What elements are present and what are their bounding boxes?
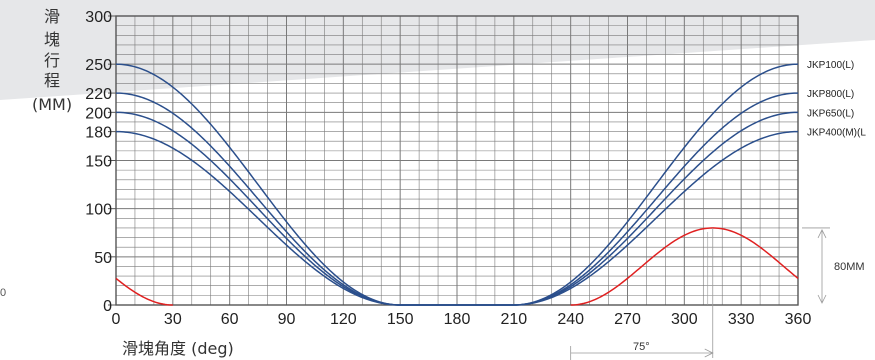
angle-label: 75° (633, 341, 650, 353)
x-tick-label: 210 (500, 311, 527, 328)
legend: JKP100(L) JKP800(L) JKP650(L) JKP400(M)(L (807, 60, 866, 138)
x-tick-label: 0 (112, 311, 121, 328)
legend-entry: JKP800(L) (807, 89, 854, 100)
x-tick-label: 270 (614, 311, 641, 328)
dimension-arrow (817, 294, 827, 304)
x-axis-label: 滑塊角度 (deg) (122, 339, 234, 358)
y-tick-label: 220 (85, 86, 112, 103)
series-line (115, 130, 799, 306)
y-tick-label: 250 (85, 57, 112, 74)
grid (115, 15, 799, 306)
x-tick-label: 30 (164, 311, 182, 328)
x-tick-label: 300 (671, 311, 698, 328)
y-axis-label-char: 行 (44, 51, 60, 70)
amplitude-label: 80MM (834, 261, 865, 273)
x-tick-label: 360 (785, 311, 812, 328)
angle-bracket-arrow (704, 348, 714, 358)
stray-zero-label: 0 (0, 287, 6, 299)
legend-entry: JKP400(M)(L (807, 128, 866, 139)
x-tick-label: 60 (221, 311, 239, 328)
legend-entry: JKP100(L) (807, 60, 854, 71)
y-tick-label: 100 (85, 202, 112, 219)
y-tick-label: 150 (85, 154, 112, 171)
red-series-line (115, 277, 173, 306)
x-tick-label: 180 (444, 311, 471, 328)
red-series-line (570, 227, 799, 306)
x-tick-label: 240 (557, 311, 584, 328)
x-tick-label: 330 (728, 311, 755, 328)
x-tick-label: 150 (387, 311, 414, 328)
y-axis-label-char: 塊 (44, 30, 60, 49)
background-band-shape (0, 0, 875, 100)
y-tick-label: 300 (85, 9, 112, 26)
x-tick-label: 90 (278, 311, 296, 328)
y-tick-label: 200 (85, 105, 112, 122)
x-tick-label: 120 (330, 311, 357, 328)
dimension-arrow (817, 229, 827, 239)
series (115, 63, 830, 360)
x-tick-labels: 0 30 60 90 120 150 180 210 240 270 300 330 360 (112, 311, 812, 328)
legend-entry: JKP650(L) (807, 108, 854, 119)
y-axis-label-char: 滑 (44, 7, 60, 26)
y-tick-label: 50 (94, 250, 112, 267)
y-tick-label: 0 (103, 298, 112, 315)
y-tick-label: 180 (85, 125, 112, 142)
y-axis-unit-label: (MM) (32, 95, 72, 114)
y-tick-labels: 0 50 100 150 180 200 220 250 300 (85, 9, 112, 315)
y-axis-label-char: 程 (44, 71, 60, 90)
